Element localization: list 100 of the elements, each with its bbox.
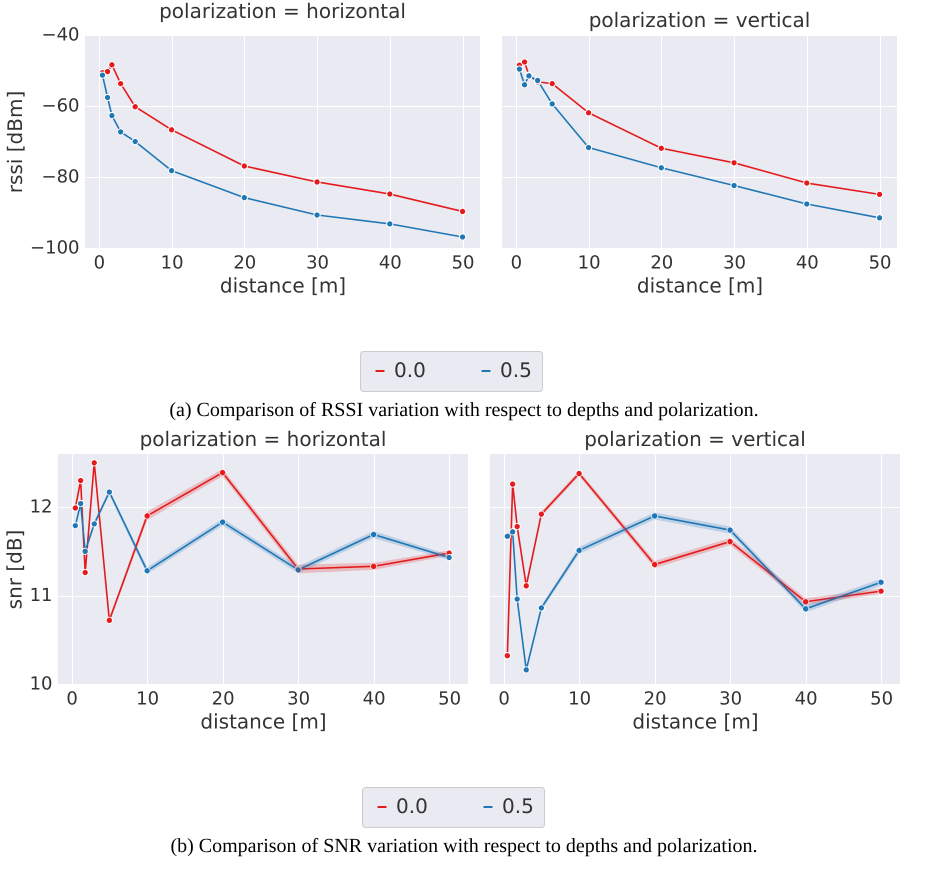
point — [730, 159, 738, 166]
point — [520, 58, 528, 66]
y-tick-label: 11 — [30, 585, 52, 606]
point — [514, 595, 521, 603]
point — [877, 578, 885, 586]
y-tick-label: 10 — [30, 674, 52, 694]
point — [575, 470, 583, 478]
point — [143, 512, 151, 520]
point — [108, 61, 116, 68]
x-tick-label: 40 — [796, 252, 819, 274]
point — [445, 554, 453, 562]
x-tick-label: 0 — [498, 688, 510, 710]
point — [726, 538, 734, 546]
x-tick-label: 30 — [723, 252, 746, 274]
point — [104, 68, 112, 76]
point — [803, 179, 810, 187]
point — [508, 528, 516, 536]
text: (b) Comparison of SNR variation with respect to depths and polarization. — [169, 835, 759, 858]
point — [240, 162, 248, 170]
x-tick-label: 10 — [160, 252, 184, 274]
point — [538, 510, 546, 518]
point — [658, 144, 665, 152]
y-tick-label: −60 — [42, 96, 80, 116]
point — [522, 666, 530, 674]
point — [650, 512, 658, 520]
point — [548, 80, 556, 88]
point — [538, 604, 546, 612]
x-tick-label: 40 — [362, 688, 386, 710]
x-tick-label: 10 — [136, 688, 160, 710]
point — [143, 567, 151, 574]
y-tick-label: −40 — [42, 24, 80, 46]
x-tick-label: 0 — [510, 252, 522, 274]
x-tick-label: 50 — [438, 688, 462, 710]
x-tick-label: 50 — [870, 688, 894, 710]
point — [458, 233, 466, 241]
point — [458, 208, 466, 216]
point — [370, 530, 378, 538]
point — [877, 587, 885, 595]
point — [504, 532, 512, 540]
point — [72, 504, 80, 512]
point — [90, 459, 98, 466]
point — [76, 476, 84, 484]
point — [584, 109, 592, 116]
x-tick-label: 0 — [66, 688, 78, 710]
point — [132, 103, 139, 110]
point — [522, 582, 530, 590]
point — [370, 562, 378, 570]
x-axis-title: distance [m] — [632, 710, 759, 734]
point — [650, 560, 658, 568]
x-tick-label: 30 — [719, 688, 742, 710]
point — [803, 200, 810, 208]
x-tick-label: 0 — [94, 252, 106, 274]
point — [386, 220, 394, 228]
point — [726, 526, 734, 534]
point — [106, 488, 114, 496]
chart-title: polarization = horizontal — [140, 427, 386, 451]
x-tick-label: 30 — [306, 252, 330, 274]
x-axis-title: distance [m] — [220, 274, 346, 298]
x-axis-title: distance [m] — [200, 710, 327, 734]
x-tick-label: 50 — [868, 252, 892, 274]
x-tick-label: 20 — [650, 252, 674, 274]
point — [802, 605, 810, 612]
y-tick-label: −80 — [42, 166, 80, 188]
point — [876, 190, 884, 198]
legend-label: 0.5 — [502, 794, 534, 818]
y-axis-title: snr [dB] — [2, 530, 27, 610]
point — [508, 480, 516, 488]
chart-title: polarization = vertical — [584, 427, 806, 451]
point — [313, 211, 321, 219]
legend-label: 0.0 — [394, 358, 426, 382]
point — [98, 71, 106, 79]
y-axis-title: rssi [dBm] — [3, 90, 28, 194]
point — [730, 182, 738, 190]
point — [575, 546, 583, 554]
chart-title: polarization = horizontal — [159, 0, 406, 23]
point — [876, 214, 884, 222]
x-tick-label: 10 — [568, 688, 592, 710]
chart-title: polarization = vertical — [588, 8, 810, 32]
point — [106, 616, 114, 624]
x-tick-label: 20 — [644, 688, 667, 710]
point — [168, 126, 176, 134]
point — [116, 80, 124, 88]
point — [516, 65, 524, 73]
point — [76, 500, 84, 508]
point — [132, 138, 139, 146]
x-tick-label: 40 — [378, 252, 402, 274]
point — [584, 144, 592, 152]
point — [82, 568, 89, 576]
point — [104, 94, 112, 102]
point — [548, 100, 556, 108]
x-axis-title: distance [m] — [636, 274, 764, 298]
point — [240, 194, 248, 202]
point — [520, 81, 528, 88]
point — [90, 520, 98, 528]
point — [72, 522, 80, 530]
y-tick-label: −100 — [30, 238, 80, 258]
point — [658, 164, 665, 172]
point — [313, 178, 321, 186]
legend-label: 0.0 — [396, 794, 428, 818]
point — [802, 598, 810, 606]
